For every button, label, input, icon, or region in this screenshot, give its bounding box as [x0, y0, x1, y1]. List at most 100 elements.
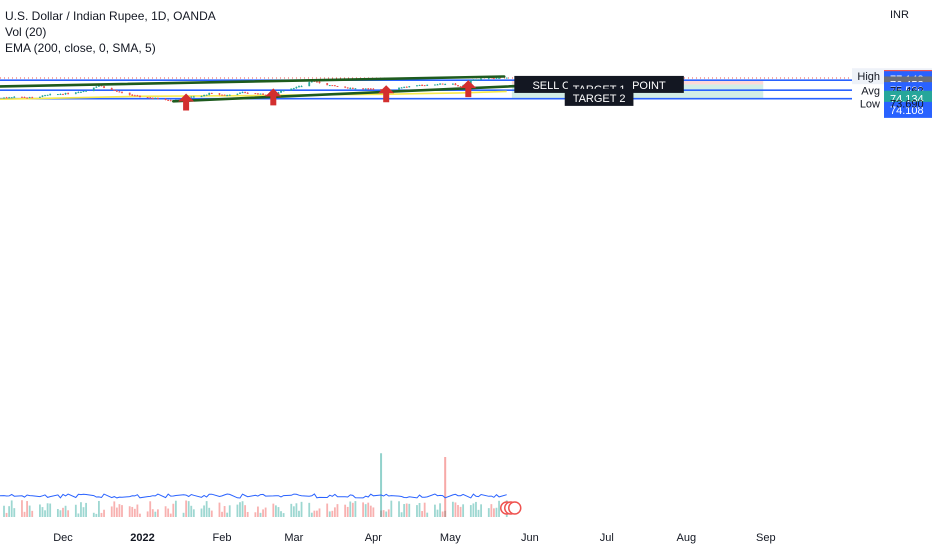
candle-body [477, 79, 480, 81]
price-axis-label: 74.108 [884, 101, 932, 118]
volume-bar [372, 507, 375, 517]
candle-body [192, 96, 195, 98]
volume-bar [131, 506, 134, 517]
candle-body [74, 92, 77, 94]
volume-bar [151, 509, 154, 517]
candle-body [64, 93, 67, 95]
candle-body [277, 92, 280, 95]
candle-body [110, 87, 113, 90]
volume-bar [221, 511, 223, 517]
candle-body [221, 94, 223, 96]
candle-body [418, 85, 421, 87]
x-tick-label: May [440, 532, 461, 544]
candle-body [85, 90, 87, 92]
volume-bar [328, 511, 331, 517]
volume-bar [459, 506, 462, 517]
volume-bar [82, 507, 85, 517]
volume-bar [174, 500, 177, 517]
volume-bar [313, 510, 316, 517]
volume-bar [331, 510, 334, 517]
volume-bar [336, 504, 339, 517]
candle-body [264, 94, 267, 96]
candle-body [10, 97, 13, 99]
volume-bar [346, 506, 349, 517]
volume-bar [139, 513, 141, 517]
candle-body [257, 93, 259, 95]
volume-bar [121, 505, 123, 517]
candle-body [398, 87, 400, 90]
candle-body [451, 83, 454, 85]
volume-bar [44, 510, 46, 517]
candle-body [203, 95, 205, 97]
candle-body [416, 85, 418, 87]
volume-bar [5, 512, 8, 517]
candle-body [8, 97, 11, 99]
candle-body [367, 88, 370, 90]
currency-label: INR [890, 9, 909, 21]
up-arrow-icon [460, 80, 477, 98]
volume-bar [185, 500, 188, 517]
volume-ma-line [0, 493, 507, 499]
candle-body [405, 86, 408, 88]
volume-bar [493, 508, 495, 517]
volume-bar [423, 502, 426, 517]
volume-bar [439, 503, 441, 517]
volume-bar [333, 507, 336, 517]
volume-bar [254, 512, 257, 517]
annotation-text: TARGET 2 [573, 93, 626, 105]
volume-bar [349, 501, 352, 517]
x-tick-label: Mar [284, 532, 303, 544]
candle-body [480, 78, 482, 80]
volume-bar [157, 509, 159, 517]
price-axis-label: Low 73.690 [860, 98, 924, 110]
candle-body [434, 84, 436, 86]
volume-bar [398, 501, 400, 517]
candle-body [103, 86, 105, 88]
volume-bar [318, 508, 321, 517]
volume-bar [382, 510, 385, 517]
candle-body [369, 88, 372, 90]
volume-bar [74, 504, 77, 517]
volume-bar [85, 502, 87, 517]
volume-bar [223, 506, 226, 517]
volume-bar [59, 510, 62, 517]
price-label-value: 73.690 [890, 98, 924, 110]
candle-body [326, 83, 329, 86]
volume-bar [487, 508, 490, 517]
candle-body [344, 86, 347, 88]
x-tick-label: Dec [53, 532, 73, 544]
x-tick-label: 2022 [130, 532, 154, 544]
candle-body [205, 94, 208, 96]
volume-bar [434, 504, 436, 517]
candle-body [295, 86, 298, 89]
volume-bar [490, 504, 493, 517]
candle-body [5, 97, 8, 99]
axes: 73.50074.00074.50075.00076.00077.00078.0… [53, 68, 932, 544]
candle-body [241, 92, 244, 94]
price-label-prefix: Avg [861, 86, 880, 98]
candle-body [92, 87, 95, 91]
volume-bar [246, 511, 249, 517]
volume-bar [316, 510, 318, 517]
volume-bar [228, 505, 231, 517]
volume-bar [418, 502, 421, 517]
candle-body [44, 95, 46, 97]
volume-bar [218, 502, 221, 517]
volume-bar [262, 509, 264, 517]
candle-body [82, 91, 85, 93]
candle-body [380, 89, 382, 91]
candle-body [98, 85, 100, 87]
volume-bar [77, 513, 80, 517]
volume-spike [444, 457, 447, 517]
volume-bar [64, 505, 67, 517]
candle-body [157, 97, 159, 99]
volume-bar [169, 513, 172, 517]
volume-bar [136, 504, 139, 517]
candle-body [228, 94, 231, 96]
candle-body [121, 91, 123, 93]
candle-body [49, 94, 52, 96]
candle-body [113, 89, 116, 91]
